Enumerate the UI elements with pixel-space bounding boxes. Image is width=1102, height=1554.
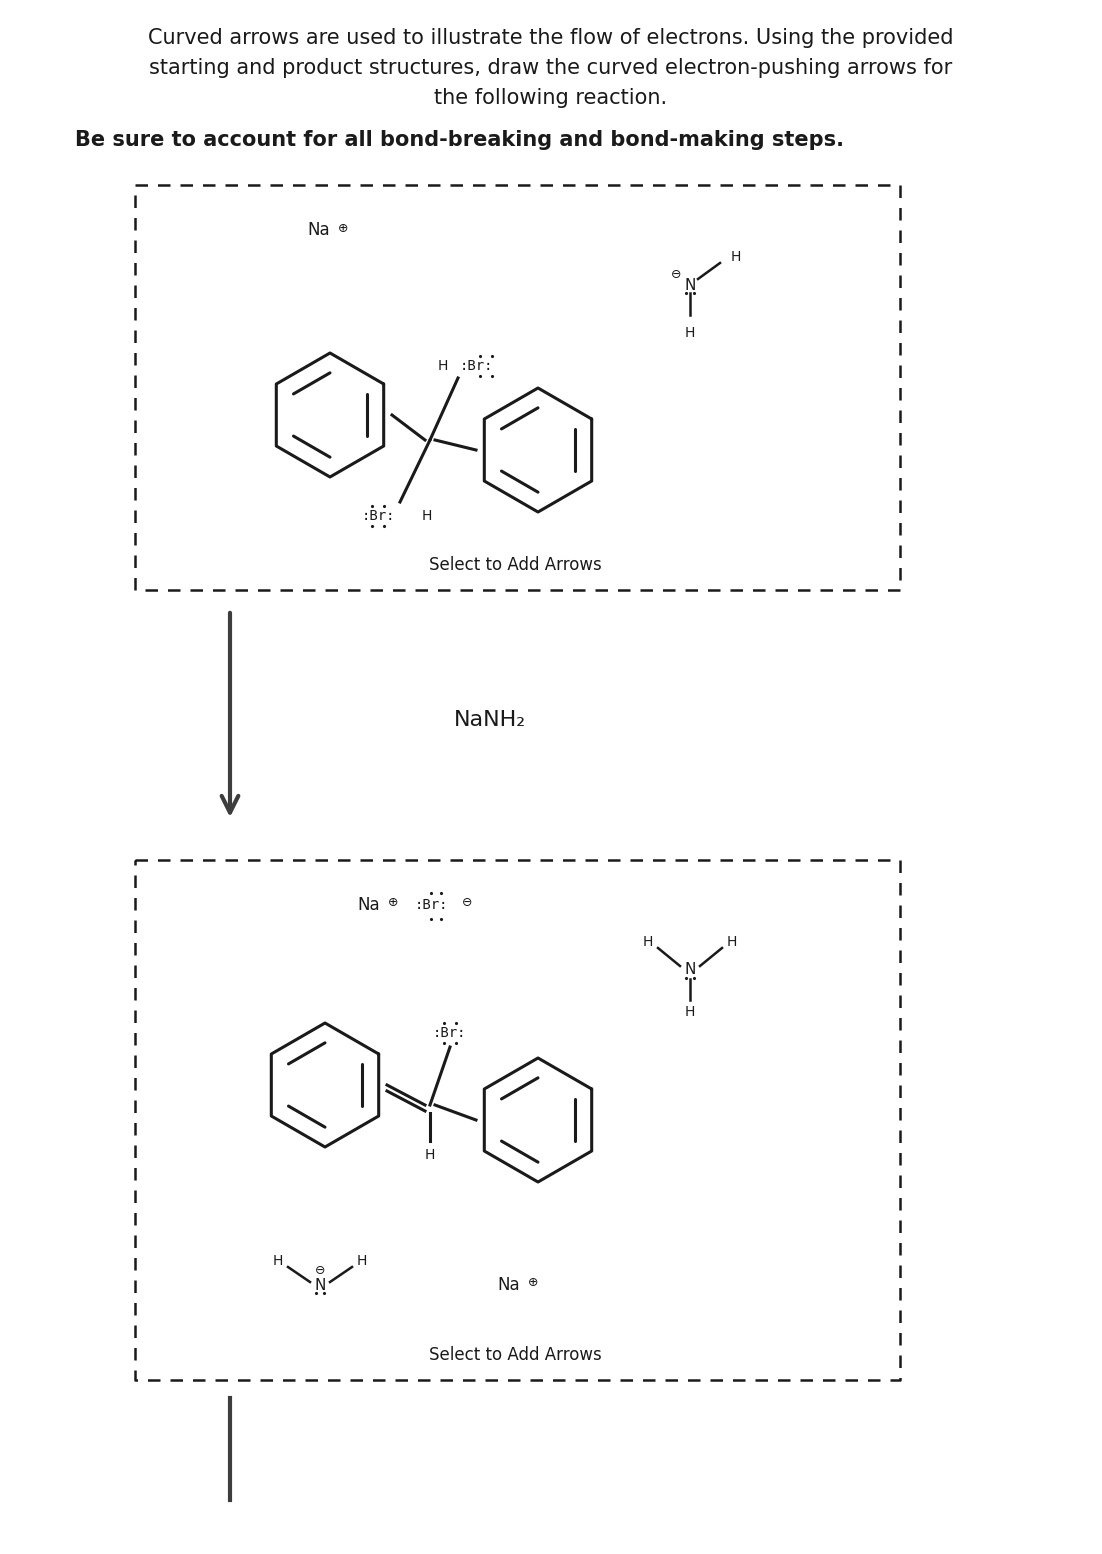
Text: Na: Na [497,1276,520,1294]
Text: N: N [684,278,695,292]
Text: H: H [424,1148,435,1162]
Text: :Br:: :Br: [361,510,395,524]
Text: N: N [684,962,695,977]
Text: :Br:: :Br: [460,359,494,373]
Text: ⊖: ⊖ [671,269,681,281]
Text: ⊕: ⊕ [388,897,399,909]
Text: Be sure to account for all bond-breaking and bond-making steps.: Be sure to account for all bond-breaking… [75,131,844,151]
Text: H: H [731,250,742,264]
Text: Select to Add Arrows: Select to Add Arrows [429,556,602,573]
Text: Na: Na [307,221,329,239]
Text: H: H [422,510,432,524]
Text: :Br:: :Br: [433,1026,467,1040]
Text: NaNH₂: NaNH₂ [454,710,526,730]
Text: H: H [684,326,695,340]
Text: H: H [357,1254,367,1268]
Text: H: H [273,1254,283,1268]
Text: ⊕: ⊕ [338,222,348,235]
Text: Na: Na [357,897,380,914]
Text: :Br:: :Br: [415,898,449,912]
Text: Select to Add Arrows: Select to Add Arrows [429,1346,602,1364]
Text: starting and product structures, draw the curved electron-pushing arrows for: starting and product structures, draw th… [150,57,952,78]
Text: the following reaction.: the following reaction. [434,89,668,107]
Text: H: H [684,1005,695,1019]
Text: N: N [314,1277,326,1293]
Text: ⊖: ⊖ [462,897,473,909]
Text: H: H [642,936,653,949]
Text: H: H [437,359,449,373]
Text: ⊖: ⊖ [315,1265,325,1277]
Text: ⊕: ⊕ [528,1276,539,1290]
Text: Curved arrows are used to illustrate the flow of electrons. Using the provided: Curved arrows are used to illustrate the… [149,28,953,48]
Text: H: H [727,936,737,949]
